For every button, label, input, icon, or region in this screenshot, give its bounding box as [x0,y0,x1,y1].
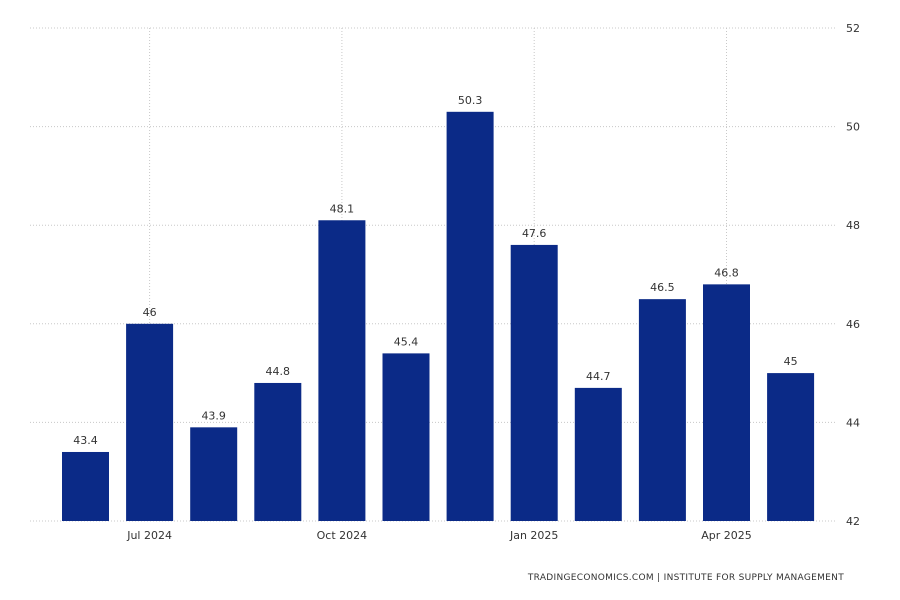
y-gridlines [30,27,835,522]
bar-value-label: 46 [143,306,157,319]
bar [574,387,622,521]
bar [767,373,815,521]
bar [190,427,238,521]
y-tick-label: 48 [846,219,860,232]
x-tick-label: Jul 2024 [126,529,172,542]
x-tick-label: Jan 2025 [509,529,558,542]
bar [62,451,109,521]
bar-value-label: 47.6 [522,227,547,240]
bar [510,244,558,522]
y-tick-label: 44 [846,416,860,429]
x-tick-label: Oct 2024 [317,529,368,542]
bar-value-label: 48.1 [330,202,355,215]
y-tick-label: 50 [846,121,860,134]
bar [703,284,750,521]
x-tick-label: Apr 2025 [701,529,752,542]
bar [638,299,686,521]
bar [318,220,366,521]
bars [62,111,815,522]
bar-value-label: 50.3 [458,94,483,107]
bar-value-label: 45 [784,355,798,368]
bar-value-label: 43.4 [73,434,98,447]
bar [254,382,302,521]
y-tick-label: 46 [846,318,860,331]
bar [446,111,494,521]
data-labels: 43.4 46 43.9 44.8 48.1 45.4 50.3 47.6 44.7 46.5 46… [73,94,797,447]
y-tick-label: 42 [846,515,860,528]
x-axis-ticks: Jul 2024 Oct 2024 Jan 2025 Apr 2025 [126,529,752,542]
bar [382,353,430,521]
bar-value-label: 46.8 [714,266,739,279]
bar-value-label: 46.5 [650,281,675,294]
y-axis-ticks: 42 44 46 48 50 52 [846,22,860,528]
bar-value-label: 45.4 [394,335,419,348]
y-tick-label: 52 [846,22,860,35]
bar [126,323,174,521]
bar-value-label: 43.9 [201,409,226,422]
source-credit: TRADINGECONOMICS.COM | INSTITUTE FOR SUP… [527,573,844,583]
bar-value-label: 44.7 [586,370,611,383]
bar-value-label: 44.8 [266,365,291,378]
